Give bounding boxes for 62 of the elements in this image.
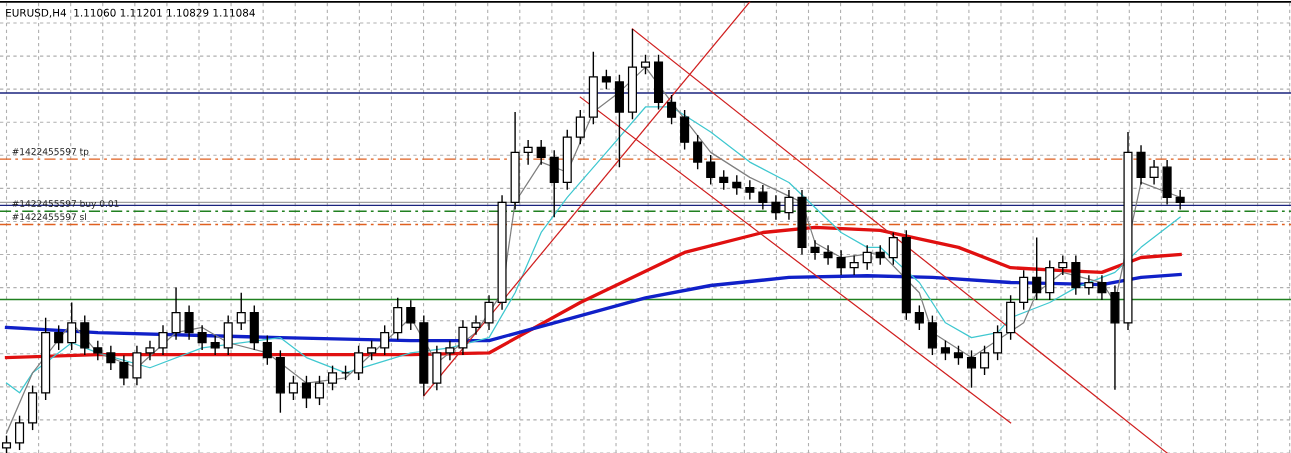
candlestick bbox=[145, 339, 155, 361]
candlestick bbox=[367, 339, 377, 361]
chart-title: EURUSD,H4 1.11060 1.11201 1.10829 1.11084 bbox=[6, 8, 255, 18]
candlestick bbox=[875, 244, 885, 266]
candlestick bbox=[406, 299, 416, 331]
candlestick bbox=[262, 334, 272, 366]
candlestick bbox=[719, 169, 729, 191]
candlestick bbox=[93, 339, 103, 361]
candlestick bbox=[640, 54, 651, 76]
candlestick bbox=[1084, 274, 1094, 296]
candlestick bbox=[849, 254, 859, 276]
candlestick bbox=[184, 304, 194, 341]
candlestick bbox=[380, 324, 390, 356]
candlestick bbox=[771, 194, 781, 221]
candlestick bbox=[171, 286, 181, 341]
candlestick bbox=[706, 154, 716, 186]
candlestick bbox=[575, 109, 585, 145]
candlestick bbox=[197, 324, 207, 351]
candlestick bbox=[758, 184, 768, 211]
candlestick bbox=[667, 94, 677, 126]
candlestick bbox=[15, 414, 25, 451]
candlestick bbox=[1149, 159, 1159, 186]
candlestick bbox=[1097, 274, 1107, 301]
ref-line-label: #1422455597 sl bbox=[12, 213, 86, 221]
candlestick bbox=[301, 375, 311, 409]
candlestick bbox=[158, 324, 168, 356]
candlestick bbox=[810, 239, 820, 261]
candlestick bbox=[236, 292, 246, 331]
candlestick bbox=[836, 249, 846, 276]
candlestick bbox=[484, 294, 494, 331]
candlestick bbox=[67, 301, 77, 351]
candlestick bbox=[993, 324, 1003, 361]
candlestick bbox=[536, 139, 546, 166]
candlestick bbox=[823, 244, 833, 266]
ref-line-label: #1422455597 tp bbox=[12, 148, 89, 157]
candlestick bbox=[119, 354, 129, 386]
candlestick bbox=[523, 139, 533, 166]
candlestick bbox=[1032, 236, 1042, 301]
candlestick bbox=[288, 375, 298, 401]
candlestick bbox=[980, 345, 990, 376]
candlestick bbox=[354, 345, 364, 381]
candlestick bbox=[693, 134, 703, 171]
candlestick bbox=[458, 319, 468, 356]
candlestick bbox=[914, 304, 924, 331]
candlestick bbox=[732, 174, 742, 196]
candlestick bbox=[106, 345, 116, 371]
candlestick bbox=[940, 339, 950, 361]
candlestick bbox=[966, 349, 977, 389]
candlestick bbox=[314, 375, 325, 406]
candlestick bbox=[445, 339, 455, 361]
candlestick bbox=[1175, 189, 1185, 211]
candlestick bbox=[745, 179, 755, 201]
candlestick bbox=[471, 314, 481, 336]
candlestick bbox=[54, 324, 64, 351]
candlestick bbox=[862, 244, 872, 271]
candlestick bbox=[784, 189, 794, 221]
candlestick bbox=[888, 231, 898, 266]
candlestick bbox=[601, 68, 611, 90]
candlestick bbox=[327, 364, 338, 391]
candlestick bbox=[210, 334, 220, 356]
candlestick bbox=[1058, 254, 1068, 276]
candlestick bbox=[953, 345, 964, 366]
